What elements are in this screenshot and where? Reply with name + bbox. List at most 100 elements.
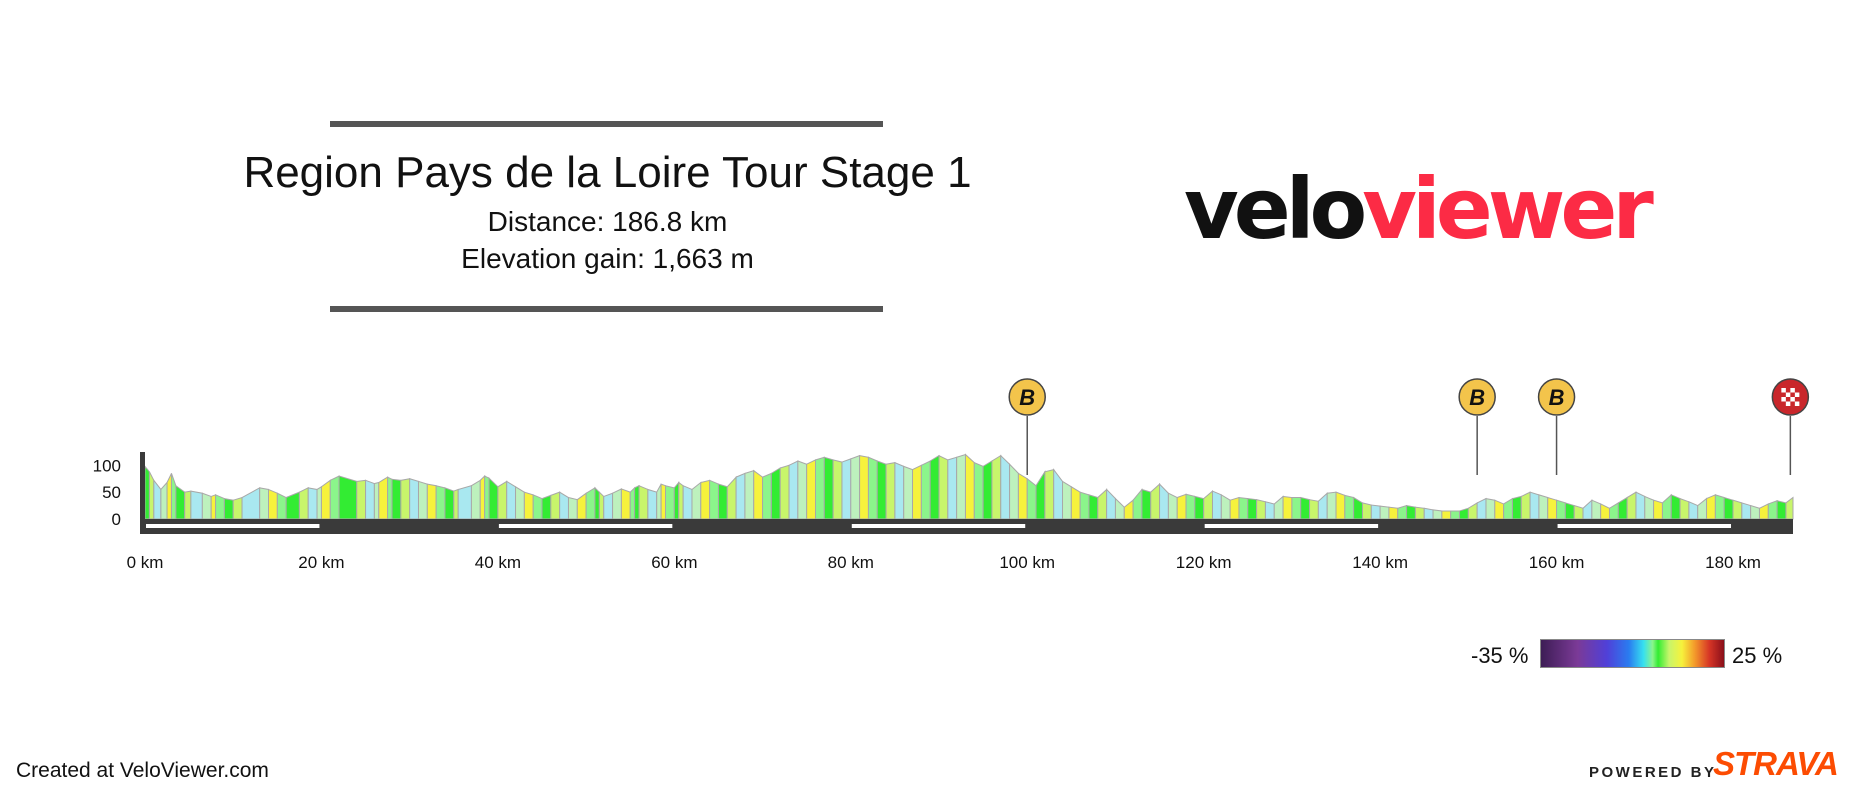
profile-segment: [1635, 491, 1646, 520]
profile-segment: [365, 479, 375, 520]
profile-segment: [1688, 501, 1699, 520]
elevation-text: Elevation gain: 1,663 m: [461, 243, 754, 274]
profile-segment: [426, 483, 437, 520]
profile-segment: [1450, 510, 1461, 520]
profile-segment: [1017, 472, 1028, 520]
profile-segment: [1335, 491, 1346, 520]
profile-segment: [779, 464, 790, 520]
x-tick-label: 80 km: [828, 553, 874, 572]
profile-segment: [1467, 502, 1478, 520]
profile-segment: [1194, 495, 1205, 520]
profile-segment: [1185, 493, 1196, 520]
bonus-sprint-label: B: [1549, 385, 1565, 410]
y-tick-label: 0: [112, 510, 121, 529]
profile-segment: [744, 469, 755, 520]
profile-segment: [1097, 488, 1108, 520]
profile-segment: [232, 496, 243, 520]
profile-segment: [691, 481, 702, 520]
profile-segment: [1732, 499, 1743, 520]
profile-segment: [1697, 497, 1708, 520]
profile-segment: [1494, 499, 1505, 520]
profile-segment: [1070, 485, 1081, 520]
profile-segment: [1317, 492, 1328, 520]
profile-segment: [1723, 496, 1734, 520]
profile-segment: [1459, 507, 1469, 520]
profile-segment: [982, 460, 993, 520]
profile-segment: [184, 490, 192, 520]
profile-segment: [678, 481, 684, 520]
created-at-text: Created at VeloViewer.com: [16, 759, 269, 782]
profile-segment: [1114, 497, 1125, 520]
profile-segment: [629, 486, 636, 520]
profile-segment: [1785, 496, 1794, 520]
x-tick-label: 100 km: [999, 553, 1055, 572]
profile-segment: [647, 488, 658, 520]
profile-segment: [1353, 496, 1363, 520]
profile-segment: [682, 484, 693, 520]
profile-segment: [585, 486, 596, 520]
strava-logo: STRAVA: [1713, 745, 1839, 782]
bonus-sprint-icon: [1537, 378, 1576, 416]
profile-segment: [1088, 494, 1099, 520]
finish-check-square: [1781, 388, 1786, 393]
profile-segment: [215, 494, 225, 520]
profile-segment: [356, 479, 367, 520]
profile-segment: [1776, 500, 1787, 520]
profile-segment: [417, 480, 428, 520]
profile-segment: [1626, 491, 1637, 520]
profile-segment: [1423, 507, 1434, 520]
x-axis-scale-bar: [1204, 524, 1379, 528]
profile-segment: [567, 496, 578, 520]
profile-segment: [1556, 499, 1566, 520]
profile-segment: [400, 478, 411, 520]
profile-segment: [1679, 497, 1690, 520]
profile-segment: [1141, 488, 1152, 520]
x-tick-label: 40 km: [475, 553, 521, 572]
finish-check-square: [1785, 392, 1791, 397]
profile-segment: [1379, 505, 1390, 520]
profile-segment: [788, 460, 799, 520]
profile-segment: [841, 458, 852, 520]
profile-segment: [832, 459, 843, 520]
x-axis-scale-bar: [851, 524, 1026, 528]
profile-segment: [223, 497, 234, 520]
profile-segment: [160, 481, 168, 520]
logo-viewer: viewer: [1362, 160, 1654, 258]
finish-check-square: [1794, 401, 1800, 406]
profile-segment: [1397, 504, 1408, 520]
profile-segment: [1529, 491, 1540, 520]
profile-segment: [268, 488, 278, 520]
profile-segment: [1414, 506, 1425, 520]
profile-segment: [241, 487, 261, 520]
x-axis-scale-bar: [146, 524, 320, 528]
profile-segment: [762, 472, 772, 520]
profile-segment: [1714, 494, 1725, 520]
profile-segment: [444, 487, 455, 520]
profile-segment: [1220, 493, 1231, 520]
profile-segment: [329, 475, 340, 520]
profile-segment: [920, 460, 931, 520]
veloviewer-logo: veloviewer: [1184, 167, 1654, 251]
profile-segment: [1591, 499, 1602, 520]
profile-segment: [338, 475, 358, 520]
finish-check-square: [1790, 397, 1795, 402]
profile-segment: [620, 488, 631, 520]
profile-segment: [1229, 496, 1240, 520]
profile-segment: [1706, 494, 1716, 520]
bonus-sprint-icon: [1458, 378, 1496, 416]
profile-segment: [876, 460, 887, 520]
profile-segment: [1653, 499, 1663, 520]
profile-segment: [175, 484, 186, 520]
profile-segment: [1564, 502, 1575, 520]
profile-segment: [814, 456, 825, 520]
profile-segment: [320, 479, 331, 520]
profile-segment: [1273, 495, 1284, 520]
profile-segment: [559, 491, 569, 520]
profile-segment: [1238, 496, 1249, 520]
profile-segment: [378, 476, 389, 520]
profile-segment: [806, 459, 816, 520]
profile-segment: [726, 475, 737, 520]
profile-segment: [576, 492, 587, 520]
profile-segment: [470, 479, 481, 520]
